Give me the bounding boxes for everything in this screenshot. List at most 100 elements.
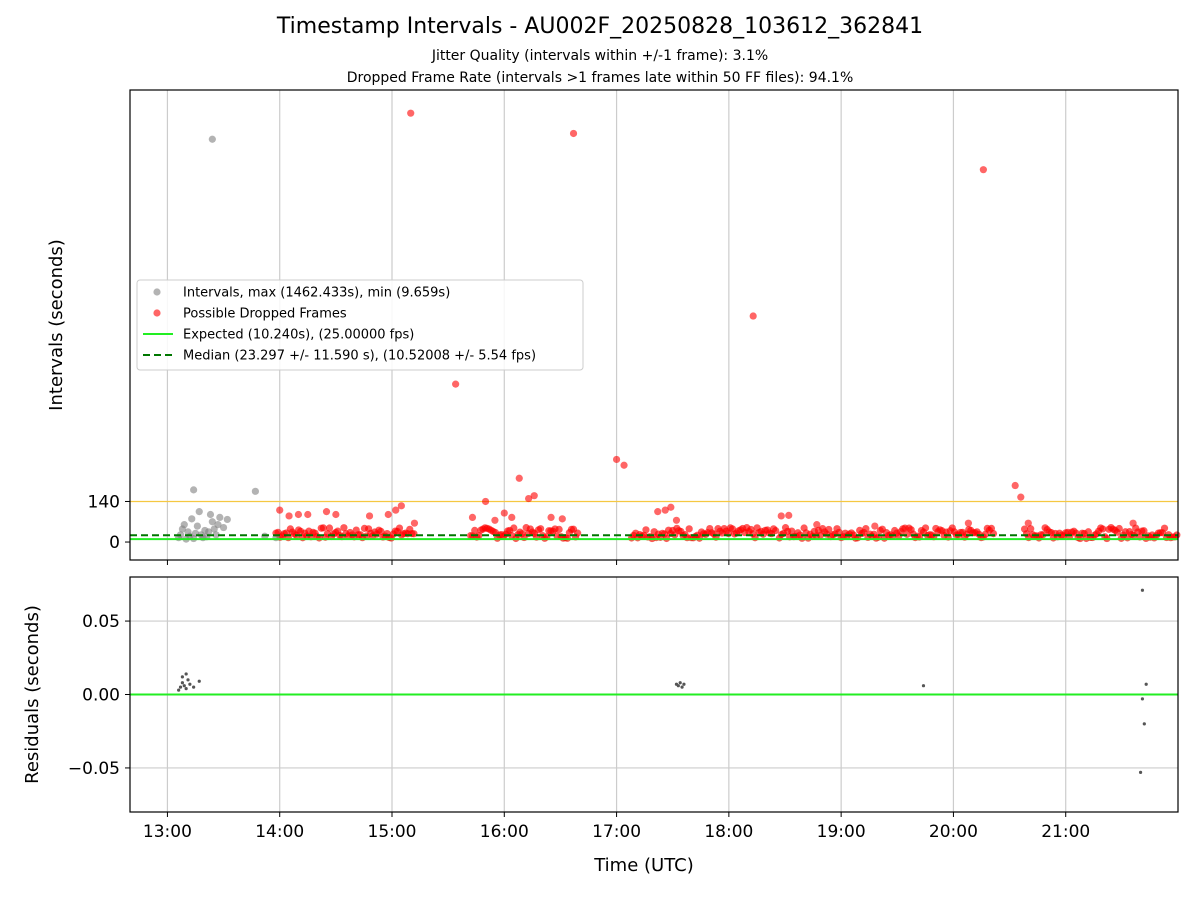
residual-point — [676, 684, 680, 688]
dropped-frame-point — [813, 521, 821, 529]
dropped-frame-point — [397, 502, 405, 510]
dropped-frame-point — [749, 312, 757, 320]
dropped-frame-point — [340, 524, 348, 532]
dropped-frame-point — [525, 494, 533, 503]
interval-point — [251, 487, 259, 495]
dropped-frame-point — [508, 513, 516, 522]
chart-subtitle-jitter: Jitter Quality (intervals within +/-1 fr… — [431, 48, 769, 64]
x-tick-label: 20:00 — [929, 822, 978, 842]
dropped-frame-point — [500, 509, 508, 517]
dropped-frame-point — [685, 525, 693, 533]
residual-point — [192, 685, 196, 689]
dropped-frame-point — [1084, 528, 1092, 536]
interval-point — [208, 518, 216, 526]
dropped-frame-point — [667, 503, 675, 511]
legend-gray-marker — [153, 288, 161, 296]
dropped-frame-point — [530, 492, 538, 500]
residual-point — [1138, 770, 1143, 774]
dropped-frame-point — [515, 474, 523, 482]
dropped-frame-point — [555, 525, 563, 534]
top-plot-frame — [129, 89, 1179, 561]
dropped-frame-point — [661, 506, 669, 514]
interval-point — [216, 513, 224, 522]
dropped-frame-point — [785, 511, 793, 519]
residual-point — [184, 672, 188, 676]
interval-point — [212, 531, 220, 539]
dropped-frame-point — [921, 524, 930, 532]
legend-entry: Intervals, max (1462.433s), min (9.659s) — [183, 286, 450, 301]
residual-point — [180, 681, 184, 685]
legend-box — [136, 279, 584, 371]
dropped-frame-point — [276, 506, 284, 514]
interval-point — [195, 508, 203, 516]
interval-point — [206, 510, 215, 519]
bottom-y-tick-label: 0.00 — [82, 686, 120, 706]
interval-point — [219, 523, 228, 532]
dropped-frame-point — [319, 524, 327, 532]
dropped-frame-point — [1027, 525, 1035, 533]
dropped-frame-point — [825, 525, 833, 534]
x-tick-label: 19:00 — [817, 822, 866, 842]
residual-point — [682, 682, 686, 686]
dropped-frame-point — [569, 129, 578, 138]
dropped-frame-point — [294, 510, 303, 519]
dropped-frame-point — [377, 527, 385, 535]
dropped-frame-point — [672, 516, 681, 524]
legend-entry: Expected (10.240s), (25.00000 fps) — [183, 328, 414, 343]
dropped-frame-point — [285, 512, 293, 520]
dropped-frame-point — [547, 513, 555, 522]
residual-point — [921, 684, 926, 688]
dropped-frame-point — [964, 519, 973, 527]
x-tick-label: 18:00 — [704, 822, 753, 842]
dropped-frame-point — [395, 524, 404, 532]
interval-point — [193, 522, 201, 530]
interval-point — [208, 135, 216, 143]
dropped-frame-point — [491, 516, 499, 524]
residual-point — [1140, 697, 1145, 701]
interval-point — [214, 521, 222, 529]
residual-point — [184, 687, 188, 691]
bottom-y-tick-label: 0.05 — [82, 612, 120, 632]
dropped-frame-point — [620, 461, 628, 469]
dropped-frame-point — [407, 109, 415, 117]
interval-point — [223, 515, 231, 524]
dropped-frame-point — [481, 497, 490, 506]
dropped-frame-point — [642, 526, 650, 534]
dropped-frame-point — [1129, 519, 1137, 527]
interval-point — [180, 521, 188, 529]
dropped-frame-point — [1140, 527, 1148, 535]
dropped-frame-point — [862, 525, 870, 533]
legend-entry: Possible Dropped Frames — [183, 307, 347, 322]
residual-point — [178, 685, 183, 689]
residual-point — [1144, 682, 1148, 686]
dropped-frame-point — [452, 380, 460, 388]
residual-point — [680, 685, 684, 689]
residual-point — [1140, 588, 1145, 592]
x-tick-label: 14:00 — [255, 822, 304, 842]
residual-point — [197, 679, 201, 683]
x-tick-label: 16:00 — [480, 822, 529, 842]
dropped-frame-point — [475, 531, 483, 540]
chart-title: Timestamp Intervals - AU002F_20250828_10… — [276, 14, 924, 39]
dropped-frame-point — [772, 527, 780, 535]
dropped-frame-point — [1160, 524, 1169, 532]
x-tick-label: 15:00 — [368, 822, 417, 842]
dropped-frame-point — [410, 530, 418, 538]
x-tick-label: 21:00 — [1041, 822, 1090, 842]
dropped-frame-point — [332, 510, 340, 519]
residual-point — [186, 678, 190, 682]
chart-subtitle-dropped: Dropped Frame Rate (intervals >1 frames … — [346, 70, 854, 86]
residual-point — [180, 675, 184, 679]
dropped-frame-point — [468, 513, 477, 522]
dropped-frame-point — [322, 508, 331, 516]
x-axis-label: Time (UTC) — [593, 855, 694, 876]
dropped-frame-point — [558, 515, 566, 523]
dropped-frame-point — [384, 510, 392, 519]
legend-entry: Median (23.297 +/- 11.590 s), (10.52008 … — [183, 349, 536, 364]
dropped-frame-point — [365, 512, 374, 520]
dropped-frame-point — [325, 524, 334, 532]
residual-point — [188, 682, 192, 686]
residual-point — [1142, 722, 1146, 726]
intervals-plot: 0 140 Intervals (seconds) Intervals, max (1… — [46, 89, 1181, 565]
